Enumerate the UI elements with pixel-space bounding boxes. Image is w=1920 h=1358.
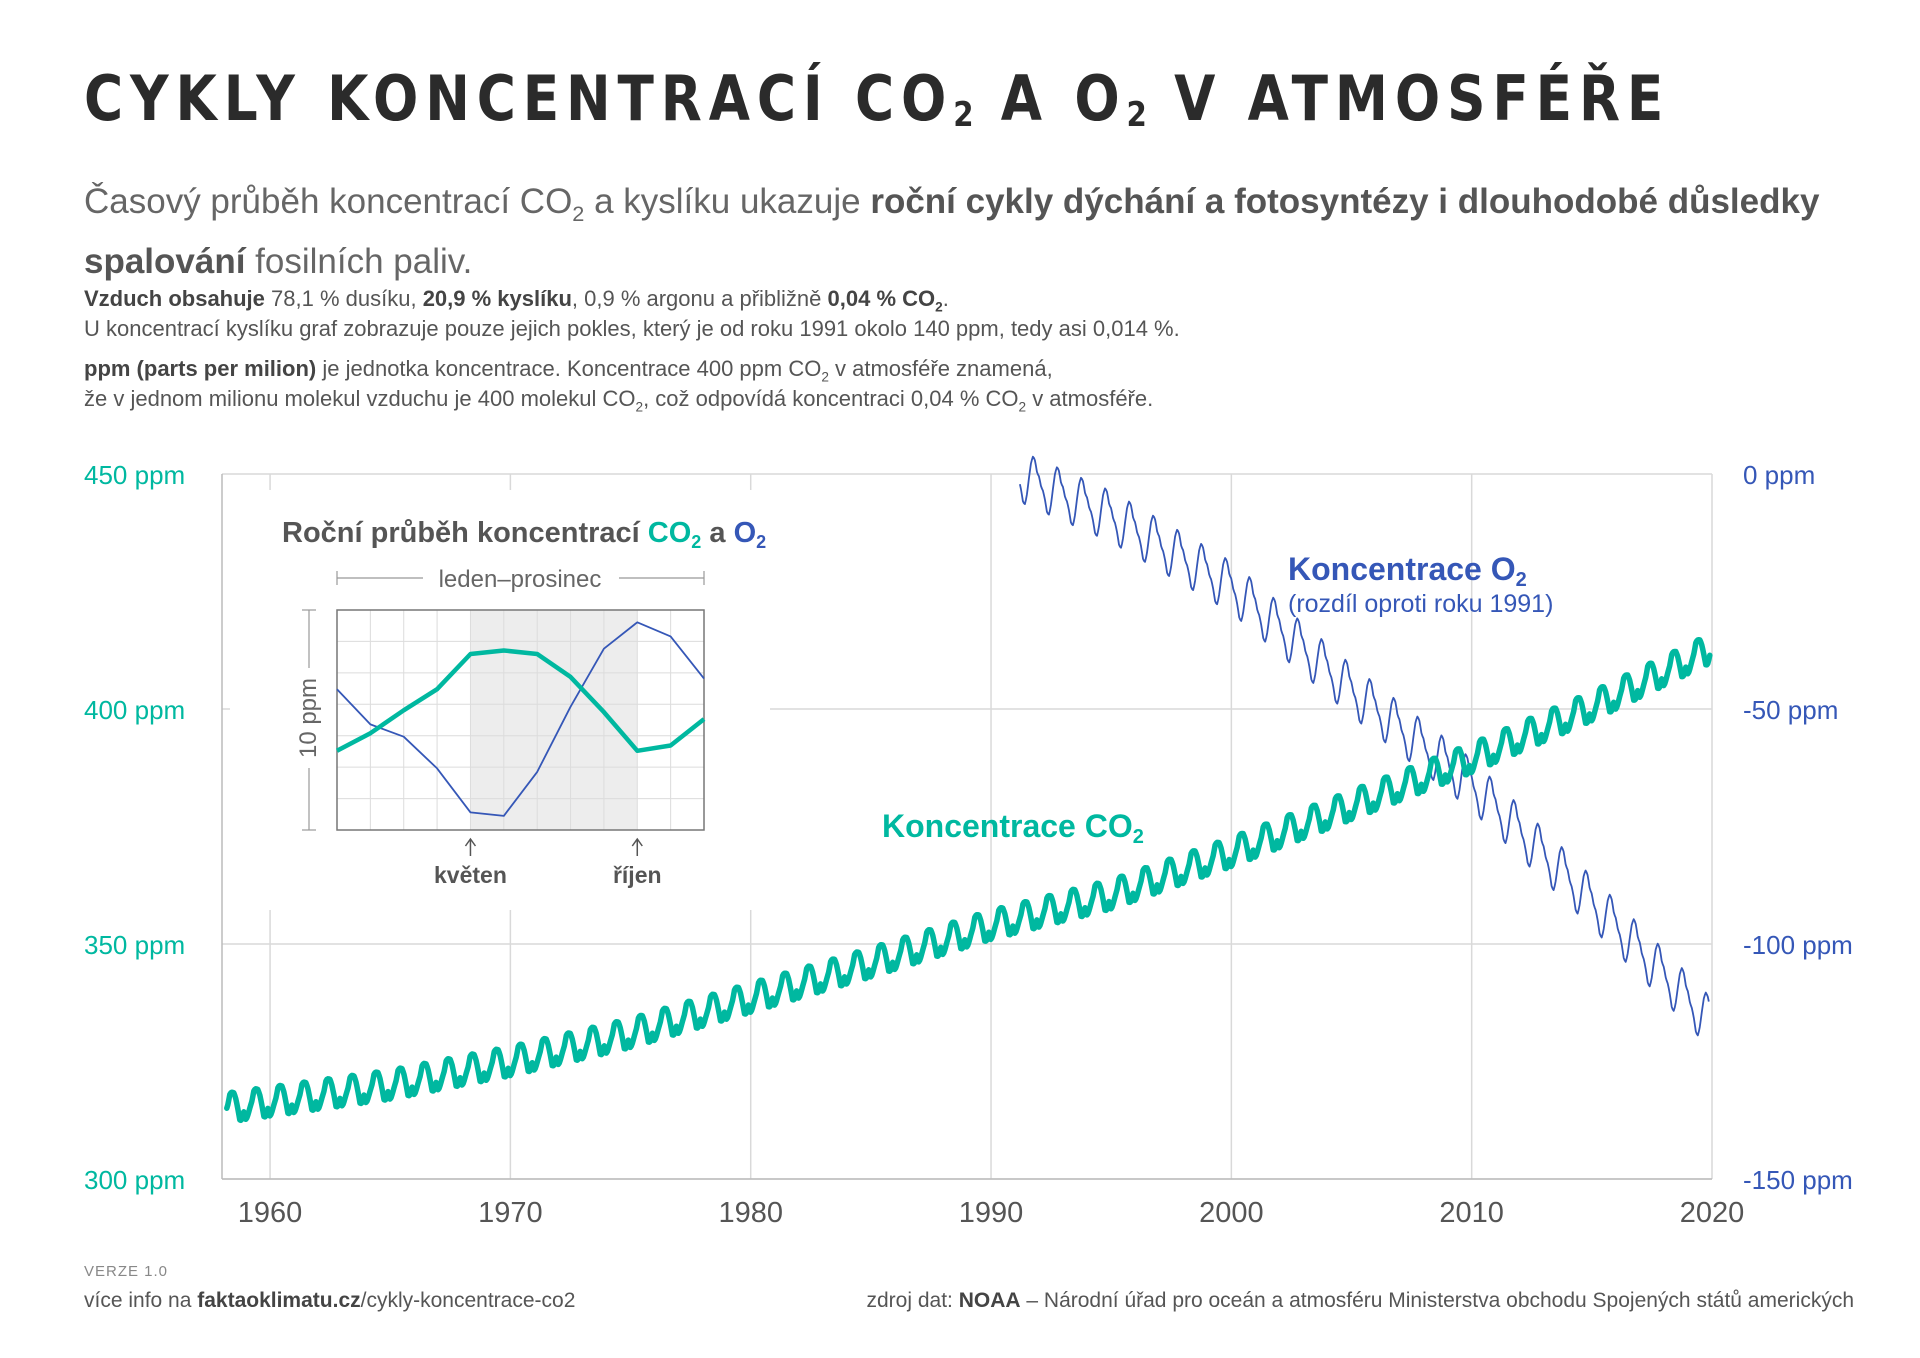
info-line-ppm: ppm (parts per milion) je jednotka konce… xyxy=(84,356,1053,385)
left-axis-tick: 450 ppm xyxy=(84,460,185,490)
inset-scale-label-bg xyxy=(292,668,326,768)
inset-title: Roční průběh koncentrací CO2 a O2 xyxy=(282,517,766,552)
right-axis-tick: -100 ppm xyxy=(1743,930,1853,960)
co2-series-line xyxy=(224,636,1713,1124)
info-line-air: Vzduch obsahuje 78,1 % dusíku, 20,9 % ky… xyxy=(84,286,949,315)
right-axis-tick: -150 ppm xyxy=(1743,1165,1853,1195)
x-tick-label: 2000 xyxy=(1199,1197,1264,1229)
info-line-molecules: že v jednom milionu molekul vzduchu je 4… xyxy=(84,386,1154,415)
x-tick-label: 1970 xyxy=(478,1197,543,1229)
x-tick-label: 1960 xyxy=(238,1197,303,1229)
o2-series-label: Koncentrace O2 xyxy=(1288,551,1527,591)
inset-marker-label: říjen xyxy=(613,862,662,888)
left-axis-tick: 350 ppm xyxy=(84,930,185,960)
data-source: zdroj dat: NOAA – Národní úřad pro oceán… xyxy=(866,1289,1855,1312)
inset-marker-arrowhead xyxy=(464,837,477,847)
inset-marker-arrowhead xyxy=(631,837,643,847)
o2-series-line xyxy=(1019,455,1710,1037)
x-tick-label: 1990 xyxy=(959,1197,1024,1229)
co2-series-label: Koncentrace CO2 xyxy=(882,808,1144,848)
version-label: VERZE 1.0 xyxy=(84,1263,169,1280)
right-axis-tick: -50 ppm xyxy=(1743,695,1838,725)
inset-range-label-bg xyxy=(423,560,619,592)
page-title: CYKLY KONCENTRACÍ CO2 A O2 V ATMOSFÉŘE xyxy=(84,62,1671,135)
more-info-link[interactable]: více info na faktaoklimatu.cz/cykly-konc… xyxy=(84,1289,576,1312)
x-tick-label: 2020 xyxy=(1680,1197,1745,1229)
x-tick-label: 2010 xyxy=(1439,1197,1504,1229)
inset-y-label: 10 ppm xyxy=(295,678,322,758)
inset-o2-line xyxy=(336,621,705,817)
lead-text: Časový průběh koncentrací CO2 a kyslíku … xyxy=(84,182,1820,281)
left-axis-tick: 400 ppm xyxy=(84,695,185,725)
o2-series-sublabel: (rozdíl oproti roku 1991) xyxy=(1288,590,1553,618)
inset-co2-line xyxy=(335,648,706,754)
x-tick-label: 1980 xyxy=(718,1197,783,1229)
inset-range-label: leden–prosinec xyxy=(439,566,602,593)
right-axis-tick: 0 ppm xyxy=(1743,460,1815,490)
inset-marker-label: květen xyxy=(434,862,507,888)
info-line-oxygen: U koncentrací kyslíku graf zobrazuje pou… xyxy=(84,316,1180,341)
left-axis-tick: 300 ppm xyxy=(84,1165,185,1195)
